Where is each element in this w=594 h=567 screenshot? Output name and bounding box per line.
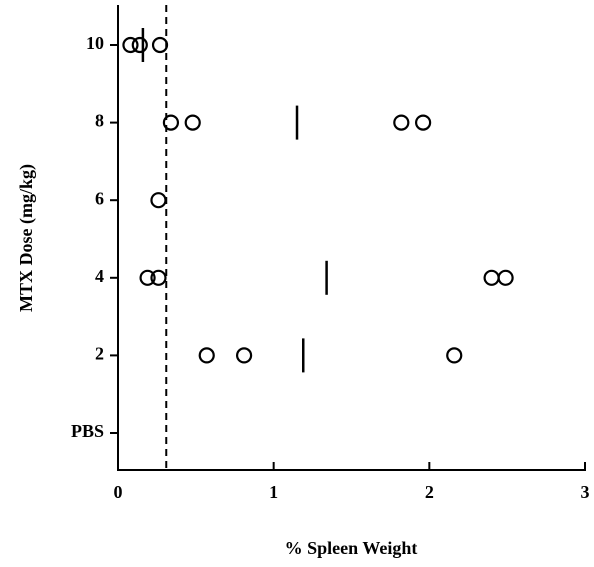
data-point	[393, 114, 410, 131]
y-tick-label: 10	[86, 33, 104, 53]
data-point	[483, 269, 500, 286]
data-point	[131, 36, 148, 54]
y-tick-label: 6	[95, 188, 104, 208]
y-tick-label: 4	[95, 266, 104, 286]
data-point	[122, 36, 139, 54]
data-point	[184, 114, 201, 131]
data-point	[151, 36, 169, 54]
data-point	[162, 114, 180, 131]
data-point	[139, 269, 156, 286]
y-axis-label: MTX Dose (mg/kg)	[16, 164, 37, 312]
data-point	[235, 347, 253, 364]
data-point	[446, 347, 463, 364]
x-tick-label: 0	[114, 482, 123, 502]
data-point	[198, 347, 215, 364]
x-tick-label: 2	[425, 482, 434, 502]
y-tick-label: 8	[95, 111, 104, 131]
data-point	[497, 269, 514, 286]
data-point	[415, 114, 432, 131]
y-tick-label: PBS	[71, 421, 104, 441]
y-tick-label: 2	[95, 344, 104, 364]
x-tick-label: 1	[269, 482, 278, 502]
x-tick-label: 3	[581, 482, 590, 502]
data-point	[150, 192, 167, 209]
x-axis-label: % Spleen Weight	[285, 538, 418, 558]
data-point	[150, 269, 167, 286]
